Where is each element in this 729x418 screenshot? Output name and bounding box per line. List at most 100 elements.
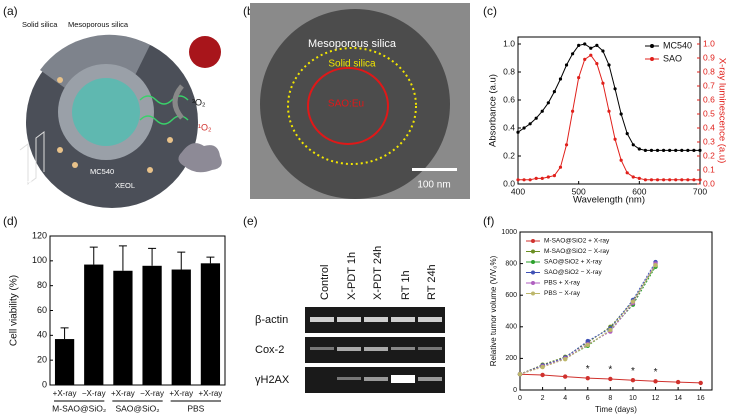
data-point bbox=[585, 342, 590, 348]
data-point bbox=[595, 62, 599, 66]
y-tick-label: 60 bbox=[37, 305, 47, 315]
data-point bbox=[692, 148, 696, 152]
mc540-dot bbox=[147, 167, 153, 173]
data-point bbox=[589, 53, 593, 57]
y2-tick-label: 0.0 bbox=[703, 178, 715, 188]
data-point bbox=[655, 148, 660, 152]
panel-label: (e) bbox=[243, 214, 258, 228]
error-bar bbox=[89, 246, 98, 265]
x-tick-label: 700 bbox=[693, 186, 707, 196]
bar bbox=[54, 339, 75, 385]
significance-mark: * bbox=[608, 365, 612, 376]
x-tick-label: 12 bbox=[652, 395, 660, 402]
data-point bbox=[546, 175, 550, 179]
y-tick-label: 800 bbox=[505, 260, 517, 267]
band bbox=[391, 347, 415, 350]
panel-e: (e) Control X-PDT 1h X-PDT 24h RT 1h RT … bbox=[243, 214, 445, 393]
panel-label: (a) bbox=[3, 4, 18, 18]
data-point bbox=[637, 147, 641, 151]
lane-label: Control bbox=[319, 265, 331, 300]
x-tick-label: 10 bbox=[629, 395, 637, 402]
legend-label: MC540 bbox=[663, 40, 692, 50]
legend-marker bbox=[531, 291, 535, 296]
data-point bbox=[546, 101, 550, 105]
data-point bbox=[540, 372, 545, 378]
data-point bbox=[540, 109, 544, 113]
data-point bbox=[630, 378, 636, 383]
x-tick-label: +X-ray bbox=[169, 389, 193, 398]
scale-bar bbox=[412, 168, 457, 171]
data-point bbox=[680, 178, 684, 182]
gray-blob bbox=[178, 143, 222, 173]
y-tick-label: 1.0 bbox=[503, 38, 515, 48]
data-point bbox=[668, 178, 672, 182]
legend-marker bbox=[650, 57, 654, 61]
y2-tick-label: 0.3 bbox=[703, 136, 715, 146]
data-point bbox=[562, 374, 568, 379]
lane-label: X-PDT 1h bbox=[346, 252, 358, 300]
data-point bbox=[692, 178, 696, 182]
y-tick-label: 0.4 bbox=[503, 122, 515, 132]
band bbox=[364, 377, 388, 381]
panel-label: (d) bbox=[3, 214, 18, 228]
y2-tick-label: 0.4 bbox=[703, 122, 715, 132]
y-tick-label: 100 bbox=[32, 255, 47, 265]
label: Mesoporous silica bbox=[308, 38, 397, 50]
x-tick-label: 14 bbox=[674, 395, 682, 402]
data-point bbox=[625, 132, 629, 136]
y2-tick-label: 0.2 bbox=[703, 150, 715, 160]
data-point bbox=[630, 299, 636, 304]
band bbox=[391, 375, 415, 383]
data-point bbox=[564, 63, 569, 67]
data-point bbox=[585, 375, 590, 381]
data-point bbox=[680, 148, 684, 152]
data-point bbox=[637, 176, 641, 180]
label: X-ray bbox=[27, 179, 45, 188]
label: XEOL bbox=[115, 181, 135, 190]
data-point bbox=[577, 76, 581, 80]
y2-tick-label: 0.5 bbox=[703, 108, 715, 118]
error-bar bbox=[148, 247, 157, 266]
legend-marker bbox=[531, 281, 535, 285]
y2-tick-label: 0.1 bbox=[703, 164, 715, 174]
series-line bbox=[519, 266, 656, 375]
data-point bbox=[662, 178, 666, 182]
data-point bbox=[562, 356, 568, 362]
band bbox=[364, 317, 388, 322]
data-point bbox=[653, 262, 658, 268]
row-label: β-actin bbox=[255, 314, 288, 326]
sao-core bbox=[72, 78, 140, 146]
label: Solid silica bbox=[22, 20, 58, 29]
y-tick-label: 0.0 bbox=[503, 178, 515, 188]
group-label: M-SAO@SiO₂ bbox=[52, 403, 106, 413]
band bbox=[310, 347, 334, 350]
x-tick-label: 8 bbox=[608, 395, 612, 402]
solid-silica-boundary bbox=[287, 47, 417, 165]
y-tick-label: 0.6 bbox=[503, 94, 515, 104]
bar bbox=[200, 263, 221, 385]
x-tick-label: −X-ray bbox=[140, 389, 164, 398]
x-tick-label: 2 bbox=[541, 395, 545, 402]
data-point bbox=[552, 90, 557, 94]
bar bbox=[84, 264, 104, 385]
label: Solid silica bbox=[328, 59, 376, 70]
data-point bbox=[516, 130, 520, 134]
data-point bbox=[686, 148, 690, 152]
error-bar bbox=[206, 256, 215, 264]
data-point bbox=[698, 148, 702, 152]
data-point bbox=[698, 178, 702, 182]
y-tick-label: 600 bbox=[505, 292, 517, 299]
y-tick-label: 200 bbox=[505, 355, 517, 362]
x-axis-label: Time (days) bbox=[595, 405, 637, 414]
error-bar bbox=[60, 327, 69, 340]
data-point bbox=[668, 148, 672, 152]
mc540-dot bbox=[167, 137, 173, 143]
data-point bbox=[608, 376, 613, 382]
y2-tick-label: 0.9 bbox=[703, 52, 715, 62]
x-tick-label: 16 bbox=[697, 395, 705, 402]
data-point bbox=[662, 148, 666, 152]
label: SAO:Eu bbox=[328, 99, 364, 110]
y-axis-label: Cell viability (%) bbox=[9, 275, 20, 346]
data-point bbox=[558, 165, 563, 169]
